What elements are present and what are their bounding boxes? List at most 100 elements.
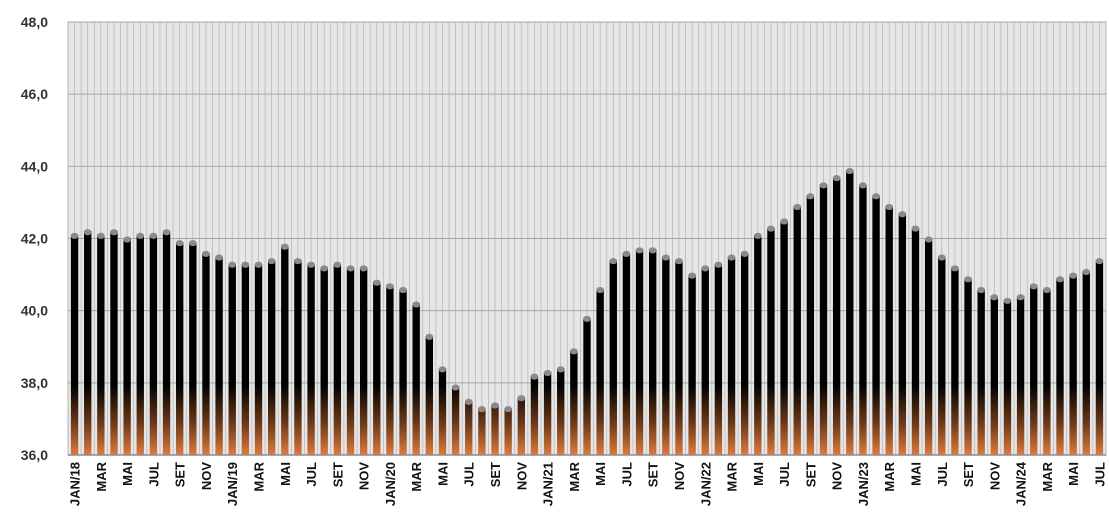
bar-cap bbox=[176, 240, 184, 247]
bar bbox=[609, 260, 617, 455]
x-tick-label: JAN/18 bbox=[68, 462, 83, 506]
x-tick-label: MAI bbox=[908, 462, 923, 486]
bar-cap bbox=[793, 204, 801, 211]
bar bbox=[701, 267, 709, 455]
bar bbox=[465, 400, 473, 455]
bar-cap bbox=[1095, 258, 1104, 265]
bar-cap bbox=[662, 254, 670, 261]
bar-cap bbox=[359, 265, 368, 272]
x-tick-label: MAI bbox=[593, 462, 608, 486]
bar-cap bbox=[241, 261, 250, 268]
bar bbox=[859, 184, 867, 455]
x-tick-label: MAR bbox=[1040, 461, 1055, 491]
x-tick-label: JAN/23 bbox=[856, 462, 871, 506]
x-tick-label: MAR bbox=[94, 461, 109, 491]
bar bbox=[1069, 274, 1077, 455]
bar-cap bbox=[399, 287, 407, 294]
y-axis-tick-labels: 36,0 38,0 40,0 42,0 44,0 46,0 48,0 bbox=[21, 14, 48, 463]
bar-cap bbox=[1003, 297, 1012, 304]
bar bbox=[123, 238, 131, 455]
bar-cap bbox=[97, 232, 105, 239]
bar bbox=[806, 195, 815, 455]
bar bbox=[819, 184, 828, 455]
bar-cap bbox=[951, 265, 959, 272]
bar bbox=[359, 267, 368, 455]
bar-cap bbox=[84, 229, 92, 236]
bar bbox=[70, 234, 79, 455]
bar-cap bbox=[162, 229, 171, 236]
bar bbox=[504, 408, 512, 455]
bar bbox=[951, 267, 959, 455]
bar bbox=[622, 252, 631, 455]
bar-cap bbox=[570, 348, 578, 355]
x-tick-label: SET bbox=[646, 462, 661, 487]
bar-cap bbox=[649, 247, 657, 254]
bar bbox=[767, 227, 775, 455]
x-tick-label: MAI bbox=[435, 462, 450, 486]
bar-cap bbox=[70, 232, 79, 239]
bar-cap bbox=[294, 258, 302, 265]
bar-cap bbox=[123, 236, 131, 243]
bar bbox=[846, 169, 854, 456]
bar-cap bbox=[898, 211, 907, 218]
bar bbox=[1056, 278, 1064, 455]
y-tick-label: 44,0 bbox=[21, 158, 48, 174]
bar bbox=[990, 296, 998, 455]
bar bbox=[596, 289, 604, 455]
bar-cap bbox=[806, 193, 815, 200]
y-tick-label: 46,0 bbox=[21, 86, 48, 102]
bar bbox=[675, 260, 683, 455]
y-tick-label: 38,0 bbox=[21, 375, 48, 391]
x-tick-label: NOV bbox=[199, 462, 214, 491]
bar-cap bbox=[320, 265, 328, 272]
bar bbox=[1043, 289, 1051, 455]
bar bbox=[1016, 296, 1025, 455]
x-tick-label: MAR bbox=[567, 461, 582, 491]
bar bbox=[176, 242, 184, 455]
x-tick-label: JAN/24 bbox=[1014, 461, 1029, 506]
bar-cap bbox=[780, 218, 788, 225]
bar-cap bbox=[530, 373, 539, 380]
x-tick-label: JUL bbox=[462, 462, 477, 487]
bar bbox=[110, 231, 118, 455]
x-tick-label: JUL bbox=[304, 462, 319, 487]
bar-cap bbox=[1056, 276, 1064, 283]
bar-cap bbox=[281, 243, 289, 250]
bar bbox=[425, 335, 434, 455]
bar-cap bbox=[254, 261, 263, 268]
x-tick-label: JUL bbox=[935, 462, 950, 487]
bar bbox=[320, 267, 328, 455]
x-tick-label: SET bbox=[173, 462, 188, 487]
bar-cap bbox=[675, 258, 683, 265]
x-tick-label: JUL bbox=[146, 462, 161, 487]
x-tick-label: NOV bbox=[830, 462, 845, 491]
x-tick-label: SET bbox=[961, 462, 976, 487]
x-tick-label: SET bbox=[330, 462, 345, 487]
bar-cap bbox=[465, 398, 473, 405]
bar bbox=[911, 227, 920, 455]
bar bbox=[412, 303, 420, 455]
bar-cap bbox=[373, 279, 381, 286]
bar bbox=[254, 263, 263, 455]
bar bbox=[832, 177, 841, 456]
bar-cap bbox=[333, 261, 342, 268]
bar-cap bbox=[517, 395, 525, 402]
bar-cap bbox=[819, 182, 828, 189]
bar bbox=[149, 234, 158, 455]
bar bbox=[162, 231, 171, 455]
bar-cap bbox=[1069, 272, 1077, 279]
bar bbox=[517, 397, 525, 455]
bar-cap bbox=[990, 294, 998, 301]
bar-cap bbox=[189, 240, 197, 247]
bar bbox=[189, 242, 197, 455]
bar bbox=[307, 263, 315, 455]
bar-cap bbox=[1082, 268, 1090, 275]
y-tick-label: 36,0 bbox=[21, 447, 48, 463]
x-tick-label: MAI bbox=[1066, 462, 1081, 486]
y-tick-label: 40,0 bbox=[21, 303, 48, 319]
bar bbox=[281, 245, 289, 455]
bar-cap bbox=[307, 261, 315, 268]
bar-cap bbox=[977, 287, 985, 294]
bar-cap bbox=[346, 265, 355, 272]
